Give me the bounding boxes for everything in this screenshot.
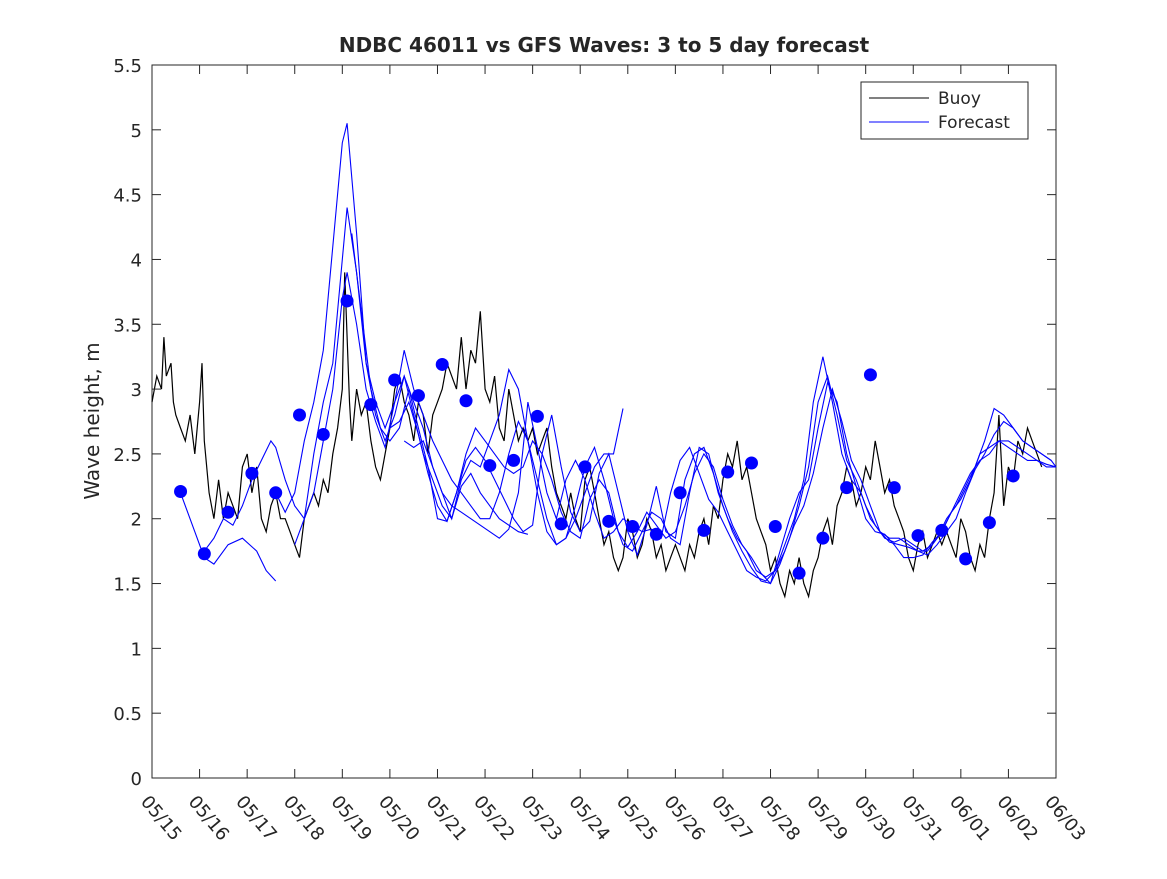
forecast-marker — [1006, 469, 1020, 483]
legend-box — [860, 81, 1029, 140]
forecast-marker — [768, 520, 782, 534]
forecast-marker — [744, 456, 758, 470]
x-tick-label: 06/02 — [993, 792, 1042, 845]
forecast-marker — [388, 373, 402, 387]
forecast-marker — [507, 453, 521, 467]
y-tick-label: 1 — [131, 639, 142, 660]
forecast-marker — [483, 459, 497, 473]
x-tick-label: 05/17 — [231, 792, 280, 845]
y-tick-label: 4.5 — [113, 186, 142, 207]
y-tick-label: 4 — [131, 250, 142, 271]
x-tick-label: 06/03 — [1040, 792, 1089, 845]
x-tick-label: 05/19 — [326, 792, 375, 845]
y-tick-label: 5 — [131, 121, 142, 142]
forecast-marker — [197, 547, 211, 561]
y-tick-label: 5.5 — [113, 56, 142, 77]
y-tick-label: 3 — [131, 380, 142, 401]
x-tick-label: 05/15 — [136, 792, 185, 845]
forecast-marker — [911, 529, 925, 543]
x-tick-label: 05/18 — [279, 792, 328, 845]
forecast-marker — [578, 460, 592, 474]
chart-title: NDBC 46011 vs GFS Waves: 3 to 5 day fore… — [339, 33, 870, 57]
forecast-marker — [364, 398, 378, 412]
forecast-marker — [340, 294, 354, 308]
legend: Buoy Forecast — [860, 81, 1029, 140]
forecast-marker — [435, 357, 449, 371]
x-tick-label: 05/21 — [422, 792, 471, 845]
forecast-marker — [316, 427, 330, 441]
forecast-line — [179, 492, 277, 582]
y-axis-label: Wave height, m — [80, 342, 104, 499]
x-tick-label: 05/28 — [755, 792, 804, 845]
x-tick-label: 05/29 — [802, 792, 851, 845]
forecast-marker-layer — [174, 294, 1020, 580]
forecast-marker — [863, 368, 877, 382]
plot-frame — [151, 64, 1057, 779]
x-tick-label: 05/25 — [612, 792, 661, 845]
forecast-marker — [554, 517, 568, 531]
y-axis: 0 0.5 1 1.5 2 2.5 3 3.5 4 4.5 5 5.5 — [113, 56, 1056, 790]
plot-area — [151, 64, 1057, 779]
forecast-marker — [269, 486, 283, 500]
forecast-marker — [697, 523, 711, 537]
forecast-marker — [602, 514, 616, 528]
forecast-marker — [411, 389, 425, 403]
forecast-marker — [721, 465, 735, 479]
forecast-marker — [816, 531, 830, 545]
forecast-marker — [626, 520, 640, 534]
forecast-marker — [245, 466, 259, 480]
x-tick-label: 05/26 — [660, 792, 709, 845]
y-tick-label: 1.5 — [113, 575, 142, 596]
y-tick-label: 2.5 — [113, 445, 142, 466]
forecast-marker — [221, 505, 235, 519]
forecast-marker — [459, 394, 473, 408]
y-tick-label: 0.5 — [113, 704, 142, 725]
x-tick-label: 05/23 — [517, 792, 566, 845]
y-tick-label: 0 — [131, 769, 142, 790]
x-tick-label: 05/30 — [850, 792, 899, 845]
legend-forecast-label: Forecast — [938, 113, 1010, 133]
y-tick-label: 3.5 — [113, 315, 142, 336]
y-tick-label: 2 — [131, 510, 142, 531]
x-tick-label: 05/22 — [469, 792, 518, 845]
forecast-marker — [935, 523, 949, 537]
x-tick-label: 05/27 — [707, 792, 756, 845]
forecast-marker — [673, 486, 687, 500]
forecast-marker — [649, 527, 663, 541]
forecast-marker — [792, 566, 806, 580]
legend-buoy-label: Buoy — [938, 89, 981, 109]
forecast-marker — [982, 516, 996, 530]
x-tick-label: 05/31 — [897, 792, 946, 845]
x-tick-label: 05/24 — [564, 792, 613, 845]
forecast-marker — [887, 481, 901, 495]
forecast-marker — [840, 481, 854, 495]
forecast-marker — [292, 408, 306, 422]
x-tick-label: 06/01 — [945, 792, 994, 845]
forecast-marker — [530, 409, 544, 423]
forecast-marker — [174, 485, 188, 499]
x-tick-label: 05/16 — [184, 792, 233, 845]
forecast-line — [203, 272, 529, 552]
forecast-marker — [959, 552, 973, 566]
x-tick-label: 05/20 — [374, 792, 423, 845]
